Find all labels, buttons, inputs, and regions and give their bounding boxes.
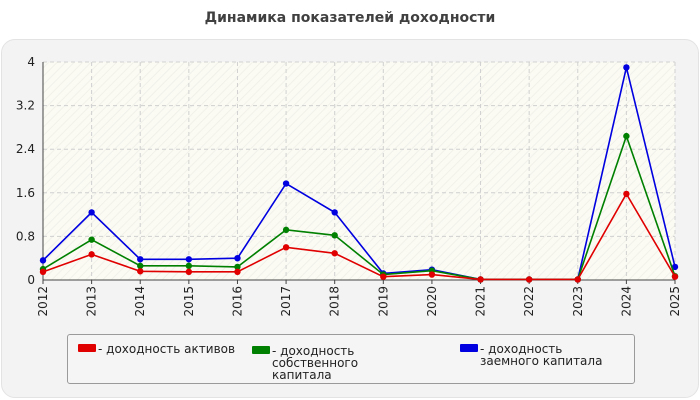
x-tick-label: 2013 — [85, 286, 99, 317]
data-point-equity — [185, 262, 193, 270]
y-tick-label: 2.4 — [16, 142, 35, 156]
plot-area — [43, 62, 675, 280]
data-point-assets — [234, 268, 241, 276]
data-point-equity — [282, 226, 290, 234]
x-tick-label: 2015 — [182, 286, 196, 317]
data-point-assets — [574, 276, 581, 283]
data-point-equity — [137, 262, 144, 270]
data-point-assets — [477, 276, 484, 283]
x-tick-label: 2022 — [522, 286, 536, 317]
data-point-assets — [185, 268, 193, 276]
legend-swatch-debt — [460, 344, 478, 352]
data-point-debt — [623, 64, 630, 71]
data-point-debt — [331, 209, 338, 216]
x-tick-label: 2023 — [571, 286, 585, 317]
data-point-assets — [623, 190, 630, 198]
data-point-assets — [137, 268, 144, 275]
y-tick-label: 4 — [27, 55, 35, 69]
x-tick-label: 2017 — [279, 286, 293, 317]
data-point-assets — [39, 268, 47, 276]
data-point-debt — [234, 255, 241, 262]
y-tick-label: 0.8 — [16, 229, 35, 243]
x-tick-label: 2024 — [619, 286, 633, 317]
y-tick-label: 3.2 — [16, 99, 35, 113]
legend-label-equity: - доходность собственного капитала — [272, 344, 359, 382]
data-point-assets — [525, 276, 533, 283]
x-tick-label: 2020 — [425, 286, 439, 317]
data-point-debt — [137, 256, 144, 263]
data-point-equity — [234, 263, 241, 271]
data-point-debt — [88, 209, 95, 216]
data-point-debt — [39, 257, 47, 264]
data-point-assets — [671, 273, 679, 280]
data-point-debt — [671, 263, 679, 271]
legend-swatch-equity — [252, 346, 270, 354]
data-point-assets — [380, 273, 387, 280]
data-point-assets — [428, 271, 436, 278]
data-point-equity — [623, 132, 630, 140]
x-tick-label: 2019 — [376, 286, 390, 317]
x-tick-label: 2012 — [36, 286, 50, 317]
legend: - доходность активов - доходность собств… — [67, 334, 635, 384]
x-tick-label: 2018 — [328, 286, 342, 317]
chart-title: Динамика показателей доходности — [204, 10, 496, 26]
data-point-debt — [185, 256, 193, 263]
y-tick-label: 0 — [27, 273, 35, 287]
legend-swatch-assets — [78, 344, 96, 352]
x-tick-label: 2014 — [133, 286, 147, 317]
data-point-equity — [331, 232, 338, 239]
x-tick-label: 2025 — [668, 286, 682, 317]
legend-label-assets: - доходность активов — [98, 342, 236, 356]
data-point-assets — [282, 244, 290, 251]
x-tick-label: 2021 — [474, 286, 488, 317]
legend-label-debt: - доходность заемного капитала — [480, 342, 603, 368]
data-point-assets — [88, 251, 95, 258]
data-point-equity — [88, 236, 95, 243]
data-point-assets — [331, 250, 338, 257]
data-point-debt — [282, 180, 290, 187]
x-tick-label: 2016 — [230, 286, 244, 317]
series-line-assets — [42, 192, 676, 281]
y-tick-label: 1.6 — [16, 186, 35, 200]
